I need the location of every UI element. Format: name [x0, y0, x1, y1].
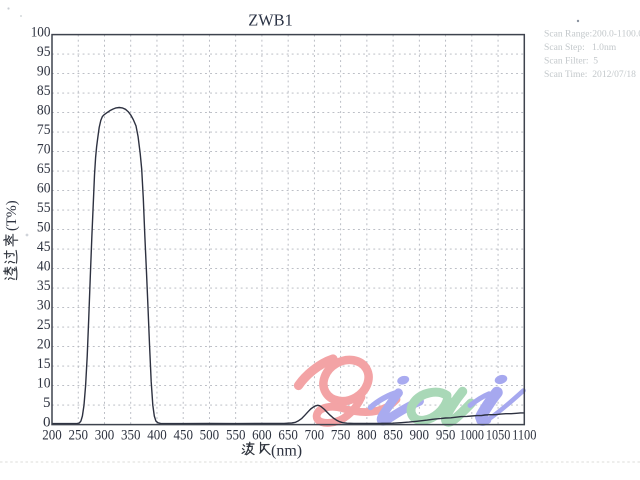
- svg-text:600: 600: [252, 428, 272, 444]
- svg-text:(nm): (nm): [271, 443, 302, 460]
- svg-text:50: 50: [37, 219, 51, 235]
- svg-text:95: 95: [37, 44, 51, 60]
- svg-text:950: 950: [436, 428, 456, 444]
- svg-text:Scan Step: 1.0nm: Scan Step: 1.0nm: [544, 42, 617, 53]
- svg-text:35: 35: [37, 278, 51, 294]
- svg-text:450: 450: [173, 428, 193, 444]
- svg-text:70: 70: [37, 141, 51, 157]
- svg-text:10: 10: [37, 375, 51, 391]
- svg-text:25: 25: [37, 317, 51, 333]
- svg-text:0: 0: [43, 414, 51, 430]
- svg-text:Scan Range:200.0-1100.0nm: Scan Range:200.0-1100.0nm: [544, 29, 640, 40]
- svg-text:650: 650: [278, 428, 298, 444]
- svg-text:400: 400: [147, 428, 167, 444]
- svg-text:60: 60: [37, 180, 51, 196]
- svg-text:750: 750: [331, 428, 351, 444]
- svg-text:500: 500: [200, 428, 220, 444]
- svg-text:45: 45: [37, 239, 51, 255]
- svg-text:Scan Time: 2012/07/18 17: Scan Time: 2012/07/18 17: [544, 69, 640, 80]
- svg-text:75: 75: [37, 122, 51, 138]
- svg-text:Scan Filter: 5: Scan Filter: 5: [544, 56, 598, 67]
- svg-text:1000: 1000: [460, 428, 484, 444]
- svg-text:15: 15: [37, 356, 51, 372]
- svg-text:5: 5: [43, 395, 51, 411]
- svg-text:350: 350: [121, 428, 141, 444]
- svg-text:250: 250: [68, 428, 88, 444]
- svg-text:300: 300: [95, 428, 115, 444]
- svg-text:1100: 1100: [512, 428, 536, 444]
- svg-text:1050: 1050: [486, 428, 510, 444]
- svg-text:55: 55: [37, 200, 51, 216]
- svg-text:800: 800: [357, 428, 377, 444]
- svg-text:700: 700: [305, 428, 325, 444]
- svg-text:(T%): (T%): [4, 200, 20, 231]
- svg-text:200: 200: [42, 428, 62, 444]
- svg-text:ZWB1: ZWB1: [248, 11, 293, 30]
- svg-text:100: 100: [31, 24, 51, 40]
- svg-text:850: 850: [383, 428, 403, 444]
- svg-text:85: 85: [37, 83, 51, 99]
- svg-text:30: 30: [37, 297, 51, 313]
- svg-text:900: 900: [410, 428, 430, 444]
- svg-text:20: 20: [37, 336, 51, 352]
- svg-text:90: 90: [37, 63, 51, 79]
- svg-text:80: 80: [37, 102, 51, 118]
- svg-text:40: 40: [37, 258, 51, 274]
- svg-text:550: 550: [226, 428, 246, 444]
- svg-text:65: 65: [37, 161, 51, 177]
